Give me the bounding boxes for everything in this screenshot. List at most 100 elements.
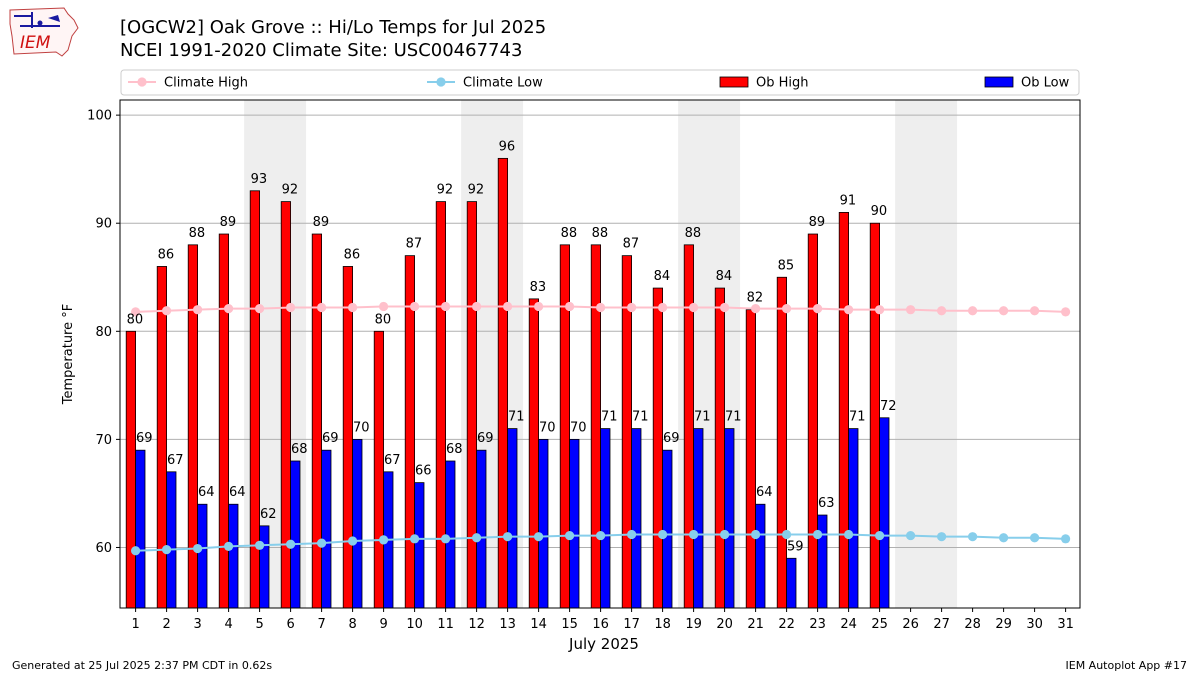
ob-high-label: 82 xyxy=(747,291,764,306)
x-tick-label: 1 xyxy=(131,617,139,632)
ob-high-bar xyxy=(714,287,726,609)
x-tick-label: 25 xyxy=(871,617,888,632)
climate-high-point xyxy=(1061,307,1071,317)
ob-low-bar xyxy=(476,449,487,609)
x-tick-label: 21 xyxy=(747,617,764,632)
ob-low-bar xyxy=(693,428,704,609)
climate-low-point xyxy=(999,533,1009,543)
ob-high-label: 89 xyxy=(220,215,237,230)
plot-frame xyxy=(119,99,1081,609)
ob-high-label: 91 xyxy=(840,193,857,208)
y-tick-label: 80 xyxy=(95,325,112,340)
ob-low-label: 71 xyxy=(601,410,618,425)
ob-high-label: 89 xyxy=(313,215,330,230)
ob-high-bar xyxy=(125,330,136,609)
climate-high-point xyxy=(193,305,203,315)
x-tick-label: 5 xyxy=(255,617,263,632)
ob-low-bar xyxy=(569,438,580,609)
climate-high-point xyxy=(286,302,296,313)
x-tick-label: 6 xyxy=(286,617,294,632)
legend: Climate High Climate Low Ob High Ob Low xyxy=(120,69,1080,96)
ob-high-bar xyxy=(590,244,602,609)
climate-high-point xyxy=(162,306,172,316)
ob-high-label: 93 xyxy=(251,172,268,187)
ob-high-bar xyxy=(807,233,819,609)
y-tick-label: 60 xyxy=(95,541,112,556)
climate-lines xyxy=(131,301,1071,556)
ob-low-bar xyxy=(197,503,208,609)
ob-high-bar xyxy=(838,212,850,609)
ob-low-bar xyxy=(879,417,890,609)
ob-low-bar xyxy=(724,428,735,609)
ob-high-label: 88 xyxy=(561,226,578,241)
climate-low-point xyxy=(534,532,544,542)
x-tick-label: 14 xyxy=(530,617,547,632)
climate-high-point xyxy=(937,306,947,316)
x-tick-label: 11 xyxy=(437,617,454,632)
climate-high-point xyxy=(844,305,854,315)
x-tick-label: 10 xyxy=(406,617,423,632)
climate-high-point xyxy=(875,305,885,315)
ob-high-bar xyxy=(869,222,881,609)
y-axis-label: Temperature °F xyxy=(61,304,76,405)
climate-low-point xyxy=(224,541,234,551)
ob-high-label: 87 xyxy=(623,237,640,252)
ob-low-label: 70 xyxy=(570,420,587,435)
climate-high-point xyxy=(131,307,141,317)
legend-climate-low-label: Climate Low xyxy=(463,76,543,91)
ob-high-bar xyxy=(218,233,229,609)
ob-high-label: 80 xyxy=(127,312,144,327)
ob-high-label: 88 xyxy=(592,226,609,241)
ob-high-label: 86 xyxy=(158,247,175,262)
climate-low-point xyxy=(720,529,730,540)
ob-low-label: 71 xyxy=(508,410,525,425)
ob-low-label: 71 xyxy=(694,410,711,425)
x-axis-label: July 2025 xyxy=(568,635,639,653)
x-tick-label: 9 xyxy=(379,617,387,632)
ob-low-label: 67 xyxy=(384,453,401,468)
climate-low-point xyxy=(782,529,792,540)
ob-high-bar xyxy=(652,287,664,609)
ob-low-label: 62 xyxy=(260,507,277,522)
climate-low-point xyxy=(131,546,141,556)
ob-high-label: 80 xyxy=(375,312,392,327)
climate-high-point xyxy=(255,304,265,314)
climate-high-point xyxy=(720,302,730,313)
x-tick-label: 12 xyxy=(468,617,485,632)
climate-high-point xyxy=(472,301,482,312)
x-tick-label: 4 xyxy=(224,617,232,632)
ob-high-label: 96 xyxy=(499,139,516,154)
climate-low-point xyxy=(906,530,916,541)
ob-high-label: 83 xyxy=(530,280,547,295)
ob-high-label: 88 xyxy=(189,226,206,241)
ob-high-label: 84 xyxy=(716,269,733,284)
legend-ob-low-label: Ob Low xyxy=(1021,76,1070,91)
ob-high-bar xyxy=(311,233,323,609)
climate-low-point xyxy=(193,543,203,554)
climate-low-point xyxy=(813,529,823,540)
climate-low-point xyxy=(162,545,172,555)
ob-high-bar xyxy=(435,201,447,609)
ob-low-label: 71 xyxy=(725,410,742,425)
chart-subtitle: NCEI 1991-2020 Climate Site: USC00467743 xyxy=(120,40,523,61)
ob-low-bar xyxy=(352,438,363,609)
climate-low-point xyxy=(410,534,420,544)
ob-high-label: 92 xyxy=(437,183,454,198)
generated-timestamp: Generated at 25 Jul 2025 2:37 PM CDT in … xyxy=(12,659,273,672)
climate-low-point xyxy=(1030,533,1040,543)
climate-low-point xyxy=(503,532,513,542)
ob-low-bar xyxy=(321,449,332,609)
legend-ob-high-label: Ob High xyxy=(756,76,809,91)
climate-high-point xyxy=(596,302,606,313)
ob-high-label: 89 xyxy=(809,215,826,230)
ob-high-bar xyxy=(342,266,354,609)
ob-low-label: 70 xyxy=(539,420,556,435)
ob-low-bar xyxy=(600,428,611,609)
ob-low-label: 71 xyxy=(849,410,866,425)
ob-low-label: 68 xyxy=(446,442,463,457)
ob-low-bar xyxy=(538,438,549,609)
ob-low-bar xyxy=(135,449,146,609)
climate-low-point xyxy=(565,530,575,541)
x-tick-label: 19 xyxy=(685,617,702,632)
